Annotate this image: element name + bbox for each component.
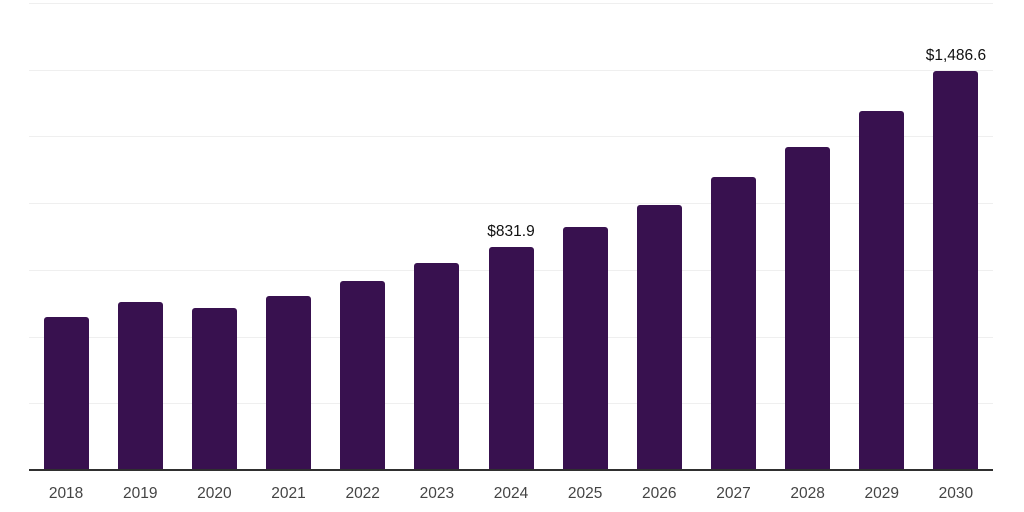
x-tick-label-2029: 2029 [864, 485, 900, 502]
x-tick-label-2028: 2028 [790, 485, 825, 502]
bar-2026[interactable] [636, 204, 682, 470]
bar-2028[interactable] [785, 146, 831, 470]
x-tick-label-2018: 2018 [48, 485, 84, 502]
bar-2029[interactable] [859, 110, 905, 470]
x-tick-label-2021: 2021 [271, 485, 306, 502]
gridline [29, 136, 993, 138]
bar-2021[interactable] [266, 295, 312, 470]
gridline [29, 69, 993, 71]
x-tick-label-2025: 2025 [567, 485, 603, 502]
x-tick-label-2022: 2022 [345, 485, 380, 502]
x-tick-label-2030: 2030 [938, 485, 974, 502]
bar-2018[interactable] [43, 316, 89, 470]
bar-2023[interactable] [414, 262, 460, 470]
bar-2027[interactable] [710, 176, 756, 470]
bar-value-label-2030: $1,486.6 [925, 47, 987, 64]
x-axis-line [29, 469, 993, 471]
x-tick-label-2026: 2026 [642, 485, 677, 502]
gridline [29, 3, 993, 4]
bar-value-label-2024: $831.9 [487, 222, 535, 240]
bar-2024[interactable] [488, 246, 534, 470]
x-tick-label-2027: 2027 [716, 485, 751, 502]
bar-2019[interactable] [117, 301, 163, 470]
x-tick-label-2024: 2024 [493, 485, 529, 502]
plot-area: 2018 2019 2020 2021 2022 2023 2024 2025 2026 2027… [29, 0, 993, 512]
bar-2030[interactable] [933, 71, 979, 470]
x-tick-label-2023: 2023 [419, 485, 455, 502]
bar-2020[interactable] [191, 307, 237, 470]
gridline [29, 203, 993, 205]
bar-2025[interactable] [562, 226, 608, 470]
x-tick-label-2019: 2019 [122, 485, 158, 502]
x-tick-label-2020: 2020 [197, 485, 232, 502]
bar-2022[interactable] [340, 280, 386, 470]
